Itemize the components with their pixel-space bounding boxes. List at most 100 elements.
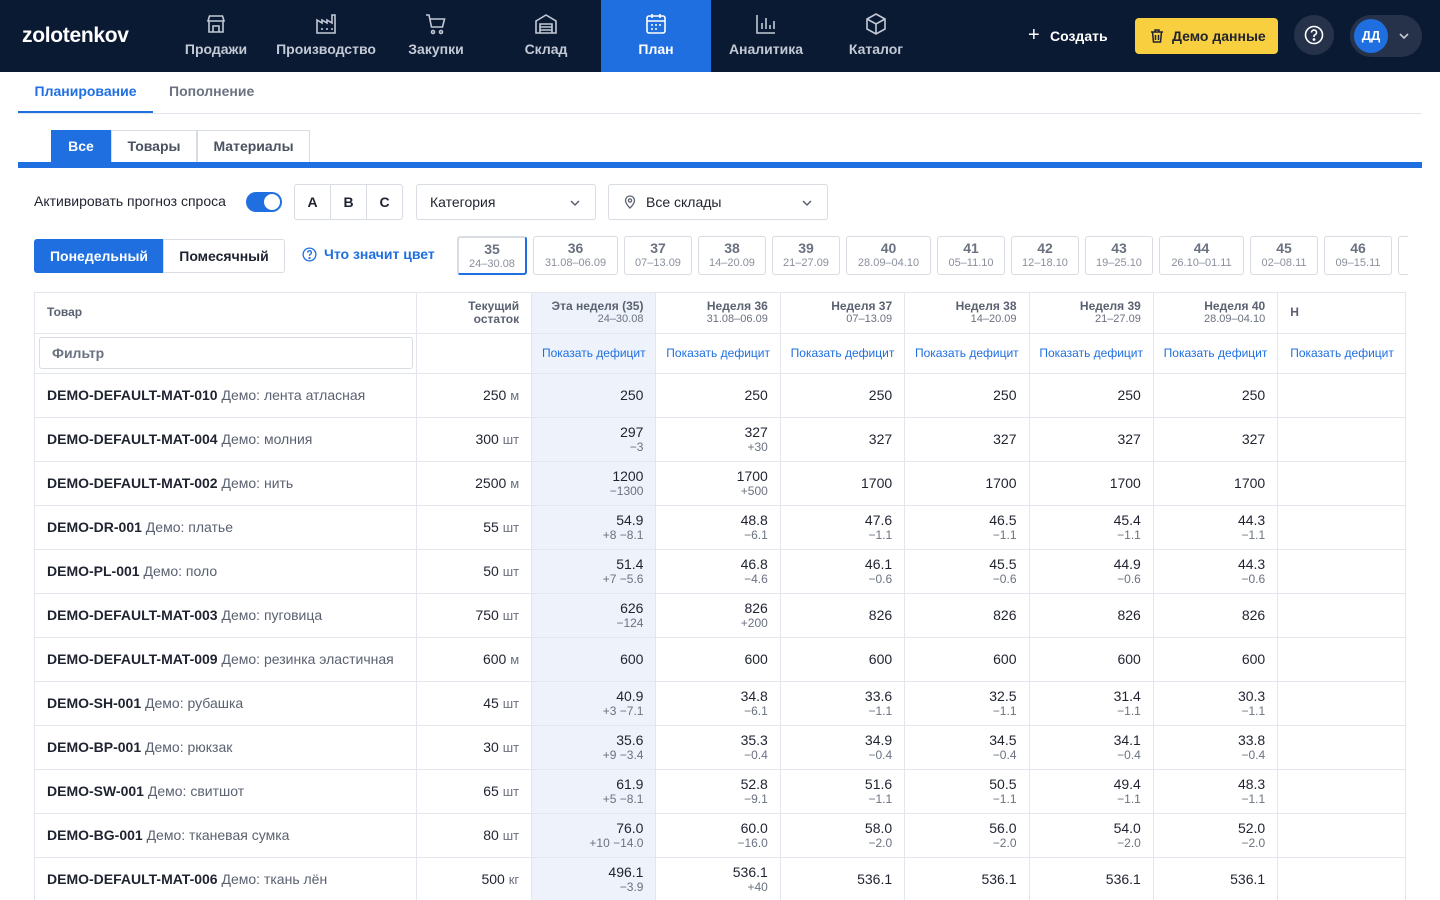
table-row[interactable]: DEMO-PL-001 Демо: поло 50 шт 51.4 +7 −5.6 46… xyxy=(35,549,1406,594)
forecast-cell[interactable]: 33.8 −0.4 xyxy=(1153,725,1279,770)
forecast-cell[interactable]: 826 xyxy=(904,593,1030,638)
week-chip-42[interactable]: 42 12–18.10 xyxy=(1011,236,1079,275)
nav-item-warehouse[interactable]: Склад xyxy=(491,0,601,72)
forecast-cell[interactable]: 496.1 −3.9 xyxy=(531,857,657,900)
forecast-cell[interactable]: 52.8 −9.1 xyxy=(655,769,781,814)
nav-item-analytics[interactable]: Аналитика xyxy=(711,0,821,72)
product-cell[interactable]: DEMO-DEFAULT-MAT-003 Демо: пуговица xyxy=(35,593,418,638)
abc-filter-b[interactable]: B xyxy=(330,184,367,220)
forecast-cell[interactable]: 250 xyxy=(1029,373,1154,418)
product-cell[interactable]: DEMO-PL-001 Демо: поло xyxy=(35,549,418,594)
forecast-cell[interactable]: 536.1 +40 xyxy=(655,857,781,900)
forecast-cell[interactable]: 34.1 −0.4 xyxy=(1029,725,1154,770)
week-chip-44[interactable]: 44 26.10–01.11 xyxy=(1159,236,1244,275)
forecast-cell[interactable]: 52.0 −2.0 xyxy=(1153,813,1279,858)
product-cell[interactable]: DEMO-DR-001 Демо: платье xyxy=(35,505,418,550)
forecast-cell[interactable]: 33.6 −1.1 xyxy=(780,681,906,726)
nav-item-production[interactable]: Производство xyxy=(271,0,381,72)
product-cell[interactable]: DEMO-DEFAULT-MAT-010 Демо: лента атласна… xyxy=(35,373,418,418)
forecast-cell[interactable]: 826 xyxy=(780,593,906,638)
forecast-cell[interactable] xyxy=(1277,725,1406,770)
product-cell[interactable]: DEMO-DEFAULT-MAT-004 Демо: молния xyxy=(35,417,418,462)
forecast-toggle[interactable] xyxy=(246,192,282,212)
forecast-cell[interactable]: 50.5 −1.1 xyxy=(904,769,1030,814)
forecast-cell[interactable]: 1700 xyxy=(904,461,1030,506)
nav-item-plan[interactable]: План xyxy=(601,0,711,72)
show-deficit-link[interactable]: Показать дефицит xyxy=(1153,333,1279,374)
forecast-cell[interactable]: 46.8 −4.6 xyxy=(655,549,781,594)
forecast-cell[interactable] xyxy=(1277,857,1406,900)
table-row[interactable]: DEMO-SW-001 Демо: свитшот 65 шт 61.9 +5 −8.… xyxy=(35,769,1406,814)
forecast-cell[interactable] xyxy=(1277,461,1406,506)
week-chip-35[interactable]: 35 24–30.08 xyxy=(457,236,527,275)
abc-filter-a[interactable]: A xyxy=(294,184,331,220)
table-row[interactable]: DEMO-SH-001 Демо: рубашка 45 шт 40.9 +3 −7.… xyxy=(35,681,1406,726)
forecast-cell[interactable]: 826 xyxy=(1153,593,1279,638)
table-row[interactable]: DEMO-DEFAULT-MAT-004 Демо: молния 300 шт 2… xyxy=(35,417,1406,462)
forecast-cell[interactable]: 600 xyxy=(904,637,1030,682)
period-monthly[interactable]: Помесячный xyxy=(163,239,285,273)
forecast-cell[interactable]: 34.5 −0.4 xyxy=(904,725,1030,770)
column-header-week[interactable]: Эта неделя (35) 24–30.08 xyxy=(531,293,657,334)
forecast-cell[interactable]: 600 xyxy=(780,637,906,682)
forecast-cell[interactable]: 76.0 +10 −14.0 xyxy=(531,813,657,858)
forecast-cell[interactable]: 600 xyxy=(1153,637,1279,682)
product-cell[interactable]: DEMO-DEFAULT-MAT-006 Демо: ткань лён xyxy=(35,857,418,900)
product-cell[interactable]: DEMO-BP-001 Демо: рюкзак xyxy=(35,725,418,770)
tab-products[interactable]: Товары xyxy=(111,130,197,162)
create-button[interactable]: + Создать xyxy=(1022,18,1118,54)
forecast-cell[interactable]: 250 xyxy=(531,373,657,418)
forecast-cell[interactable]: 250 xyxy=(904,373,1030,418)
nav-item-catalog[interactable]: Каталог xyxy=(821,0,931,72)
period-weekly[interactable]: Понедельный xyxy=(34,239,164,273)
week-chip-40[interactable]: 40 28.09–04.10 xyxy=(846,236,931,275)
category-select[interactable]: Категория xyxy=(416,184,596,220)
forecast-cell[interactable]: 1700 xyxy=(780,461,906,506)
forecast-cell[interactable]: 327 +30 xyxy=(655,417,781,462)
forecast-cell[interactable]: 1700 xyxy=(1029,461,1154,506)
table-row[interactable]: DEMO-BG-001 Демо: тканевая сумка 80 шт 76.… xyxy=(35,813,1406,858)
forecast-cell[interactable]: 58.0 −2.0 xyxy=(780,813,906,858)
forecast-cell[interactable]: 47.6 −1.1 xyxy=(780,505,906,550)
forecast-cell[interactable]: 250 xyxy=(780,373,906,418)
show-deficit-link[interactable]: Показать дефицит xyxy=(1029,333,1154,374)
product-cell[interactable]: DEMO-DEFAULT-MAT-009 Демо: резинка эласт… xyxy=(35,637,418,682)
tab-replenishment[interactable]: Пополнение xyxy=(169,83,255,99)
week-chip-1[interactable]: 11 xyxy=(1398,236,1408,275)
column-header-week[interactable]: Н xyxy=(1277,293,1406,334)
forecast-cell[interactable]: 600 xyxy=(1029,637,1154,682)
forecast-cell[interactable]: 44.3 −0.6 xyxy=(1153,549,1279,594)
show-deficit-link[interactable]: Показать дефицит xyxy=(655,333,781,374)
forecast-cell[interactable]: 626 −124 xyxy=(531,593,657,638)
week-chip-41[interactable]: 41 05–11.10 xyxy=(937,236,1005,275)
forecast-cell[interactable]: 45.4 −1.1 xyxy=(1029,505,1154,550)
demo-data-button[interactable]: Демо данные xyxy=(1135,18,1278,54)
column-header-week[interactable]: Неделя 39 21–27.09 xyxy=(1029,293,1154,334)
product-cell[interactable]: DEMO-SH-001 Демо: рубашка xyxy=(35,681,418,726)
forecast-cell[interactable] xyxy=(1277,769,1406,814)
forecast-cell[interactable]: 60.0 −16.0 xyxy=(655,813,781,858)
week-chip-43[interactable]: 43 19–25.10 xyxy=(1085,236,1153,275)
forecast-cell[interactable]: 327 xyxy=(904,417,1030,462)
table-row[interactable]: DEMO-DEFAULT-MAT-010 Демо: лента атласна… xyxy=(35,373,1406,418)
week-chip-45[interactable]: 45 02–08.11 xyxy=(1250,236,1318,275)
forecast-cell[interactable]: 536.1 xyxy=(904,857,1030,900)
table-row[interactable]: DEMO-DEFAULT-MAT-006 Демо: ткань лён 500 … xyxy=(35,857,1406,900)
forecast-cell[interactable] xyxy=(1277,549,1406,594)
forecast-cell[interactable] xyxy=(1277,637,1406,682)
table-row[interactable]: DEMO-DR-001 Демо: платье 55 шт 54.9 +8 −8.1… xyxy=(35,505,1406,550)
forecast-cell[interactable]: 250 xyxy=(1153,373,1279,418)
forecast-cell[interactable]: 1200 −1300 xyxy=(531,461,657,506)
forecast-cell[interactable] xyxy=(1277,417,1406,462)
forecast-cell[interactable]: 48.3 −1.1 xyxy=(1153,769,1279,814)
table-row[interactable]: DEMO-DEFAULT-MAT-009 Демо: резинка эласт… xyxy=(35,637,1406,682)
forecast-cell[interactable]: 51.6 −1.1 xyxy=(780,769,906,814)
forecast-cell[interactable]: 49.4 −1.1 xyxy=(1029,769,1154,814)
forecast-cell[interactable]: 31.4 −1.1 xyxy=(1029,681,1154,726)
week-chip-37[interactable]: 37 07–13.09 xyxy=(624,236,692,275)
forecast-cell[interactable]: 297 −3 xyxy=(531,417,657,462)
forecast-cell[interactable]: 327 xyxy=(780,417,906,462)
forecast-cell[interactable]: 600 xyxy=(531,637,657,682)
column-header-week[interactable]: Неделя 37 07–13.09 xyxy=(780,293,906,334)
planning-table-container[interactable]: Товар Текущий остаток Эта неделя (35) 24–… xyxy=(34,292,1406,900)
